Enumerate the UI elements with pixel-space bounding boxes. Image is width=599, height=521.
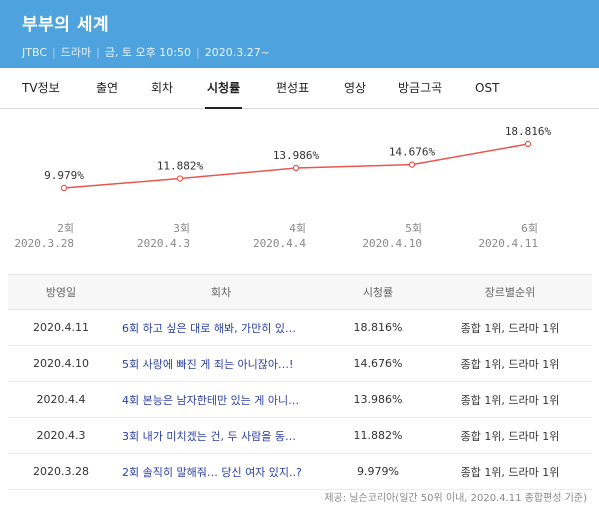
data-label: 13.986%	[273, 149, 320, 162]
data-label: 18.816%	[505, 125, 552, 138]
x-tick-episode: 3회	[173, 222, 190, 235]
ratings-table: 방영일 회차 시청률 장르별순위 2020.4.11 6회 하고 싶은 대로 해…	[8, 274, 592, 490]
table-row: 2020.4.4 4회 본능은 남자한테만 있는 게 아니… 13.986% 종…	[8, 381, 592, 418]
row-rating: 18.816%	[328, 309, 428, 346]
row-date: 2020.4.10	[8, 345, 114, 382]
row-date: 2020.4.3	[8, 417, 114, 454]
x-tick-date: 2020.3.28	[14, 237, 74, 250]
col-header-date: 방영일	[8, 274, 114, 310]
tab-ratings[interactable]: 시청률	[204, 68, 243, 109]
meta-divider: |	[52, 46, 56, 59]
row-date: 2020.3.28	[8, 453, 114, 490]
row-rating: 14.676%	[328, 345, 428, 382]
data-point[interactable]	[60, 184, 68, 192]
row-rank: 종합 1위, 드라마 1위	[428, 381, 592, 418]
table-row: 2020.4.10 5회 사랑에 빠진 게 죄는 아니잖아…! 14.676% …	[8, 345, 592, 382]
x-tick-date: 2020.4.10	[362, 237, 422, 250]
meta-divider: |	[96, 46, 100, 59]
data-source-note: 제공: 닐슨코리아(일간 50위 이내, 2020.4.11 종합편성 기준)	[324, 493, 587, 504]
row-rank: 종합 1위, 드라마 1위	[428, 309, 592, 346]
data-point[interactable]	[524, 140, 532, 148]
data-label: 11.882%	[157, 160, 204, 173]
row-rating: 11.882%	[328, 417, 428, 454]
row-rank: 종합 1위, 드라마 1위	[428, 417, 592, 454]
table-row: 2020.3.28 2회 솔직히 말해줘… 당신 여자 있지..? 9.979%…	[8, 453, 592, 490]
data-point[interactable]	[408, 161, 416, 168]
tab-cast[interactable]: 출연	[96, 81, 119, 95]
ratings-line-chart: 9.979% 2회 2020.3.28 11.882% 3회 2020.4.3 13.986…	[14, 125, 552, 250]
data-label: 14.676%	[389, 146, 436, 159]
row-date: 2020.4.11	[8, 309, 114, 346]
x-tick-date: 2020.4.11	[478, 237, 538, 250]
x-tick-episode: 5회	[405, 222, 422, 235]
broadcast-schedule: 금, 토 오후 10:50	[104, 46, 191, 59]
program-meta: JTBC | 드라마 | 금, 토 오후 10:50 | 2020.3.27~	[22, 44, 270, 60]
tab-schedule[interactable]: 편성표	[276, 81, 310, 95]
row-rating: 13.986%	[328, 381, 428, 418]
tab-tv-info[interactable]: TV정보	[22, 81, 60, 95]
tab-ost[interactable]: OST	[475, 81, 500, 95]
genre-label: 드라마	[60, 46, 92, 59]
data-label: 9.979%	[44, 169, 84, 182]
col-header-episode: 회차	[114, 274, 328, 310]
x-tick-episode: 4회	[289, 222, 306, 235]
tab-episodes[interactable]: 회차	[151, 81, 174, 95]
row-rating: 9.979%	[328, 453, 428, 490]
x-tick-date: 2020.4.3	[137, 237, 190, 250]
meta-divider: |	[195, 46, 200, 59]
channel-name[interactable]: JTBC	[22, 46, 47, 59]
data-point[interactable]	[292, 164, 300, 172]
table-row: 2020.4.3 3회 내가 미치겠는 건, 두 사람을 동… 11.882% …	[8, 417, 592, 454]
episode-link[interactable]: 4회 본능은 남자한테만 있는 게 아니…	[114, 381, 328, 418]
episode-link[interactable]: 5회 사랑에 빠진 게 죄는 아니잖아…!	[114, 345, 328, 382]
col-header-rating: 시청률	[328, 274, 428, 310]
x-tick-episode: 2회	[57, 222, 74, 235]
episode-link[interactable]: 2회 솔직히 말해줘… 당신 여자 있지..?	[114, 453, 328, 490]
program-header: 부부의 세계 JTBC | 드라마 | 금, 토 오후 10:50 | 2020.3.27~	[0, 0, 599, 68]
x-tick-episode: 6회	[521, 222, 538, 235]
program-title[interactable]: 부부의 세계	[22, 15, 110, 35]
row-rank: 종합 1위, 드라마 1위	[428, 345, 592, 382]
start-date: 2020.3.27~	[204, 46, 270, 59]
episode-link[interactable]: 3회 내가 미치겠는 건, 두 사람을 동…	[114, 417, 328, 454]
row-rank: 종합 1위, 드라마 1위	[428, 453, 592, 490]
program-tabs: TV정보 출연 회차 시청률 편성표 영상 방금그곡 OST	[0, 68, 599, 109]
tab-song-search[interactable]: 방금그곡	[398, 81, 443, 95]
row-date: 2020.4.4	[8, 381, 114, 418]
table-row: 2020.4.11 6회 하고 싶은 대로 해봐, 가만히 있… 18.816%…	[8, 309, 592, 346]
table-header-row: 방영일 회차 시청률 장르별순위	[8, 274, 592, 310]
data-point[interactable]	[176, 175, 184, 182]
tab-video[interactable]: 영상	[344, 81, 367, 95]
col-header-rank: 장르별순위	[428, 274, 592, 310]
episode-link[interactable]: 6회 하고 싶은 대로 해봐, 가만히 있…	[114, 309, 328, 346]
x-tick-date: 2020.4.4	[253, 237, 306, 250]
